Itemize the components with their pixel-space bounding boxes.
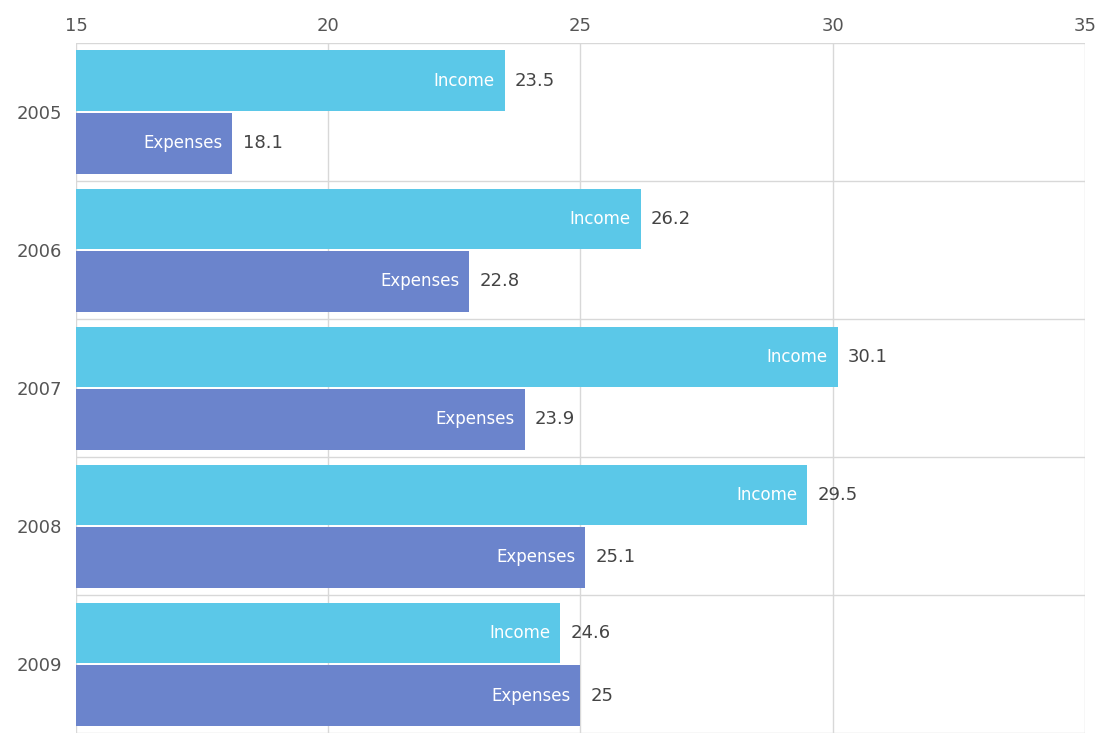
Text: 26.2: 26.2 [651,210,691,228]
Text: 24.6: 24.6 [570,624,611,642]
Text: 18.1: 18.1 [243,134,283,152]
Bar [76,112,233,173]
Text: Income: Income [489,624,550,642]
Text: Income: Income [736,486,797,504]
Text: Expenses: Expenses [144,134,223,152]
Text: Income: Income [767,348,828,366]
Text: Expenses: Expenses [381,272,460,290]
Bar [76,603,560,664]
Text: Income: Income [570,210,631,228]
Text: Income: Income [434,72,494,90]
Text: 22.8: 22.8 [480,272,520,290]
Text: 23.5: 23.5 [515,72,555,90]
Text: 25.1: 25.1 [595,548,636,566]
Text: 23.9: 23.9 [535,410,575,428]
Text: 29.5: 29.5 [818,486,858,504]
Text: 30.1: 30.1 [848,348,888,366]
Bar [76,527,585,588]
Bar [76,251,470,312]
Bar [76,665,581,726]
Bar [76,188,641,249]
Bar [76,326,838,387]
Text: Expenses: Expenses [496,548,575,566]
Text: Expenses: Expenses [435,410,515,428]
Bar [76,389,525,450]
Text: Expenses: Expenses [491,686,570,704]
Bar [76,50,505,111]
Text: 25: 25 [591,686,613,704]
Bar [76,465,807,526]
